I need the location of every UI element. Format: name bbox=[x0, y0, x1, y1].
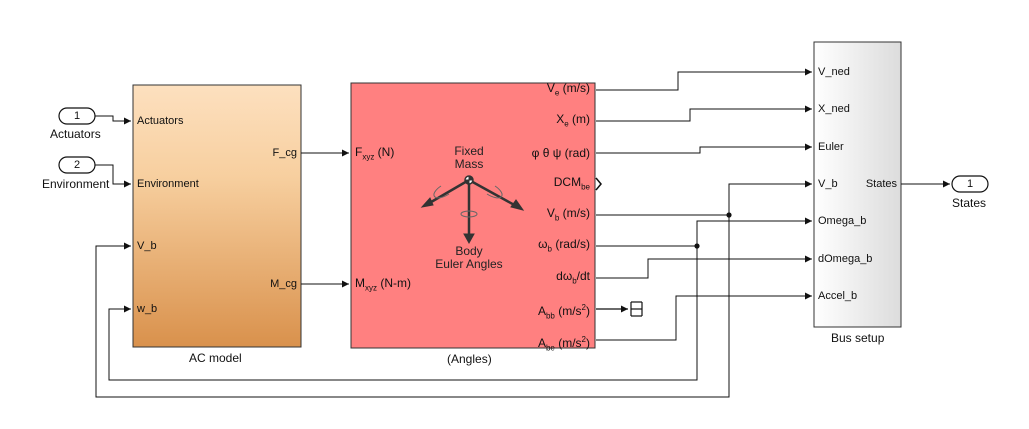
ac-port-mcg: M_cg bbox=[270, 278, 297, 290]
bus-setup-caption: Bus setup bbox=[831, 331, 885, 345]
branch-point bbox=[726, 212, 732, 218]
angles-port-xe: Xe (m) bbox=[556, 112, 590, 129]
angles-port-wb: ωb (rad/s) bbox=[538, 237, 590, 254]
bus-port-vb: V_b bbox=[818, 178, 838, 190]
outport-1-label: States bbox=[952, 196, 987, 210]
signal-lines bbox=[95, 68, 950, 398]
bus-port-accelb: Accel_b bbox=[818, 290, 858, 302]
angles-port-mxyz: Mxyz (N-m) bbox=[355, 276, 411, 293]
ac-model-caption: AC model bbox=[189, 351, 242, 365]
bus-port-domegab: dOmega_b bbox=[818, 253, 873, 265]
ac-port-fcg: F_cg bbox=[272, 147, 297, 159]
ac-port-vb: V_b bbox=[137, 240, 157, 252]
angles-port-ve: Ve (m/s) bbox=[546, 81, 590, 98]
bus-port-xned: X_ned bbox=[818, 103, 850, 115]
angles-center-top: Fixed Mass bbox=[454, 144, 484, 171]
angles-port-vb: Vb (m/s) bbox=[546, 206, 590, 223]
angles-port-abe: Abe (m/s2) bbox=[537, 335, 590, 353]
angles-port-abb: Abb (m/s2) bbox=[537, 303, 590, 321]
ac-port-environment: Environment bbox=[137, 178, 199, 190]
bus-port-states: States bbox=[865, 178, 897, 190]
inport-1-number: 1 bbox=[73, 110, 81, 122]
ac-model-block[interactable] bbox=[132, 84, 302, 348]
outport-1-number: 1 bbox=[966, 178, 974, 190]
angles-port-dwb: dωb/dt bbox=[556, 269, 590, 286]
bus-port-vned: V_ned bbox=[818, 66, 850, 78]
ac-port-actuators: Actuators bbox=[137, 115, 184, 127]
bus-setup-block[interactable] bbox=[813, 41, 902, 328]
branch-point bbox=[694, 243, 700, 249]
ac-port-wb: w_b bbox=[137, 303, 158, 315]
angles-block[interactable] bbox=[350, 82, 596, 349]
angles-port-euler: φ θ ψ (rad) bbox=[531, 146, 590, 160]
angles-caption: (Angles) bbox=[447, 352, 492, 366]
outport-1-terminal[interactable] bbox=[951, 175, 989, 193]
angles-center-bottom: Body Euler Angles bbox=[435, 244, 503, 271]
inport-2-number: 2 bbox=[73, 159, 81, 171]
inport-2-label: Environment bbox=[42, 177, 110, 191]
bus-port-omegab: Omega_b bbox=[818, 215, 867, 227]
bus-port-euler: Euler bbox=[818, 141, 844, 153]
angles-port-fxyz: Fxyz (N) bbox=[355, 145, 395, 162]
angles-port-dcm: DCMbe bbox=[553, 175, 590, 192]
terminator-icon bbox=[596, 301, 643, 317]
axes-glyph-icon bbox=[420, 175, 525, 245]
inport-1-label: Actuators bbox=[50, 127, 101, 141]
dcm-port-chevron-icon bbox=[595, 177, 602, 191]
